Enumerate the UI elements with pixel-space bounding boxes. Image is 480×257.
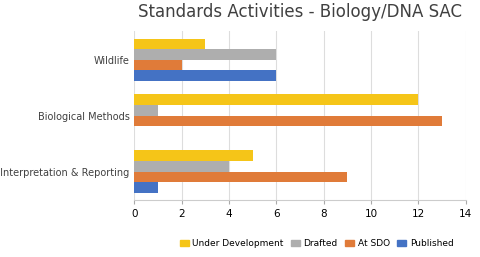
Bar [134, 60, 182, 70]
Bar [134, 49, 276, 60]
Legend: Under Development, Drafted, At SDO, Published: Under Development, Drafted, At SDO, Publ… [176, 235, 457, 252]
Bar [134, 182, 158, 193]
Bar [134, 39, 205, 49]
Bar [134, 94, 418, 105]
Bar [134, 70, 276, 81]
Bar [134, 150, 252, 161]
Title: Standards Activities - Biology/DNA SAC: Standards Activities - Biology/DNA SAC [138, 3, 462, 21]
Bar [134, 116, 442, 126]
Bar [134, 161, 229, 171]
Bar [134, 171, 348, 182]
Bar [134, 105, 158, 116]
